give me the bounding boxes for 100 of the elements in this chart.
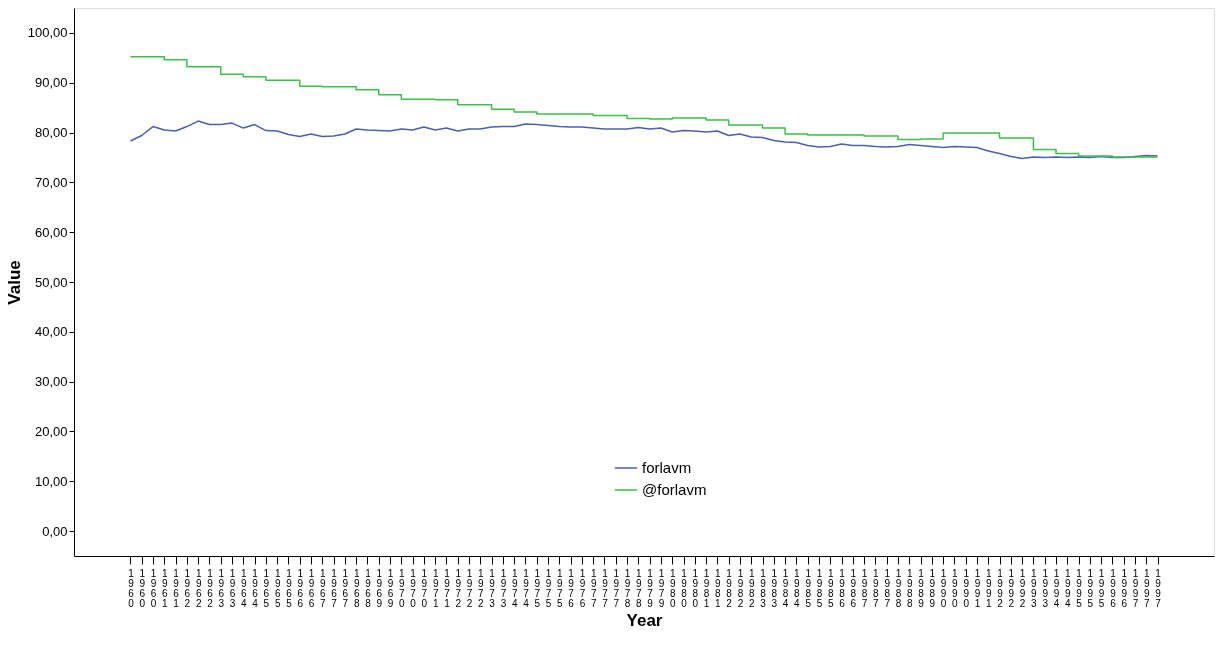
x-tick-label: 1973 bbox=[500, 567, 507, 609]
x-tick-label: 1986 bbox=[839, 567, 846, 609]
x-tick-label: 1993 bbox=[1031, 567, 1038, 609]
x-tick-label: 1961 bbox=[162, 567, 169, 609]
x-tick-label: 1977 bbox=[613, 567, 620, 609]
x-tick-label: 1981 bbox=[715, 567, 722, 609]
x-tick-label: 1963 bbox=[229, 567, 236, 609]
x-tick-label: 1962 bbox=[207, 567, 214, 609]
x-tick-label: 1968 bbox=[353, 567, 360, 609]
x-tick-label: 1996 bbox=[1121, 567, 1128, 609]
x-tick-label: 1983 bbox=[760, 567, 767, 609]
x-tick-label: 1985 bbox=[805, 567, 812, 609]
x-tick-label: 1966 bbox=[297, 567, 304, 609]
x-tick-label: 1960 bbox=[150, 567, 157, 609]
x-tick-label: 1980 bbox=[692, 567, 699, 609]
y-tick-label: 90,00 bbox=[34, 75, 68, 91]
y-tick-label: 40,00 bbox=[34, 324, 68, 340]
x-tick-label: 1976 bbox=[568, 567, 575, 609]
x-tick-label: 1990 bbox=[963, 567, 970, 609]
x-tick-label: 1992 bbox=[1019, 567, 1026, 609]
x-tick-label: 1982 bbox=[737, 567, 744, 609]
x-tick-label: 1995 bbox=[1098, 567, 1105, 609]
x-tick-label: 1965 bbox=[263, 567, 270, 609]
x-tick-label: 1986 bbox=[850, 567, 857, 609]
x-tick-label: 1985 bbox=[816, 567, 823, 609]
x-tick-label: 1994 bbox=[1053, 567, 1060, 609]
x-tick-label: 1987 bbox=[884, 567, 891, 609]
x-tick-label: 1960 bbox=[128, 567, 135, 609]
x-tick-label: 1985 bbox=[827, 567, 834, 609]
x-tick-label: 1977 bbox=[602, 567, 609, 609]
x-tick-label: 1975 bbox=[557, 567, 564, 609]
x-tick-label: 1964 bbox=[241, 567, 248, 609]
x-tick-label: 1962 bbox=[195, 567, 202, 609]
y-tick-label: 80,00 bbox=[34, 125, 68, 141]
x-tick-label: 1992 bbox=[1008, 567, 1015, 609]
x-tick-label: 1983 bbox=[771, 567, 778, 609]
y-tick-label: 10,00 bbox=[34, 473, 68, 489]
x-tick-label: 1980 bbox=[681, 567, 688, 609]
y-tick-label: 100,00 bbox=[27, 25, 68, 41]
y-tick-label: 30,00 bbox=[34, 374, 68, 390]
x-tick-label: 1967 bbox=[331, 567, 338, 609]
x-tick-label: 1965 bbox=[274, 567, 281, 609]
x-tick-label: 1981 bbox=[703, 567, 710, 609]
x-tick-label: 1975 bbox=[534, 567, 541, 609]
x-tick-label: 1970 bbox=[399, 567, 406, 609]
x-tick-label: 1964 bbox=[252, 567, 259, 609]
x-tick-label: 1960 bbox=[139, 567, 146, 609]
x-tick-label: 1996 bbox=[1110, 567, 1117, 609]
x-tick-label: 1977 bbox=[590, 567, 597, 609]
y-tick-label: 50,00 bbox=[34, 274, 68, 290]
x-tick-label: 1982 bbox=[748, 567, 755, 609]
x-tick-label: 1991 bbox=[974, 567, 981, 609]
x-axis-title: Year bbox=[626, 610, 663, 630]
x-tick-label: 1978 bbox=[624, 567, 631, 609]
x-tick-label: 1991 bbox=[985, 567, 992, 609]
x-tick-label: 1969 bbox=[376, 567, 383, 609]
x-tick-label: 1967 bbox=[320, 567, 327, 609]
x-tick-label: 1997 bbox=[1132, 567, 1139, 609]
x-tick-label: 1970 bbox=[410, 567, 417, 609]
legend-label: @forlavm bbox=[642, 481, 707, 498]
x-tick-label: 1990 bbox=[940, 567, 947, 609]
x-tick-label: 1972 bbox=[466, 567, 473, 609]
x-tick-label: 1966 bbox=[308, 567, 315, 609]
x-tick-label: 1997 bbox=[1155, 567, 1162, 609]
y-tick-label: 70,00 bbox=[34, 174, 68, 190]
x-tick-label: 1969 bbox=[387, 567, 394, 609]
x-tick-label: 1989 bbox=[918, 567, 925, 609]
x-tick-label: 1971 bbox=[444, 567, 451, 609]
x-tick-label: 1970 bbox=[421, 567, 428, 609]
x-tick-label: 1976 bbox=[579, 567, 586, 609]
x-tick-label: 1963 bbox=[218, 567, 225, 609]
y-tick-label: 60,00 bbox=[34, 224, 68, 240]
x-tick-label: 1989 bbox=[929, 567, 936, 609]
x-tick-label: 1982 bbox=[726, 567, 733, 609]
x-tick-label: 1967 bbox=[342, 567, 349, 609]
legend-label: forlavm bbox=[642, 459, 692, 476]
x-tick-label: 1978 bbox=[636, 567, 643, 609]
x-tick-label: 1972 bbox=[478, 567, 485, 609]
x-tick-label: 1988 bbox=[895, 567, 902, 609]
x-tick-label: 1961 bbox=[173, 567, 180, 609]
x-tick-label: 1987 bbox=[873, 567, 880, 609]
x-tick-label: 1975 bbox=[545, 567, 552, 609]
x-tick-label: 1968 bbox=[365, 567, 372, 609]
y-tick-label: 0,00 bbox=[42, 523, 68, 539]
x-tick-label: 1979 bbox=[647, 567, 654, 609]
x-tick-label: 1973 bbox=[489, 567, 496, 609]
x-tick-label: 1980 bbox=[669, 567, 676, 609]
x-tick-label: 1990 bbox=[952, 567, 959, 609]
x-tick-label: 1993 bbox=[1042, 567, 1049, 609]
x-tick-label: 1974 bbox=[523, 567, 530, 609]
x-tick-label: 1988 bbox=[906, 567, 913, 609]
x-tick-label: 1965 bbox=[286, 567, 293, 609]
x-tick-label: 1997 bbox=[1144, 567, 1150, 609]
y-axis-title: Value bbox=[4, 260, 24, 305]
y-tick-label: 20,00 bbox=[34, 423, 68, 439]
x-tick-label: 1984 bbox=[782, 567, 789, 609]
x-tick-label: 1972 bbox=[455, 567, 462, 609]
x-tick-label: 1971 bbox=[432, 567, 439, 609]
x-tick-label: 1987 bbox=[861, 567, 868, 609]
x-tick-label: 1994 bbox=[1064, 567, 1071, 609]
